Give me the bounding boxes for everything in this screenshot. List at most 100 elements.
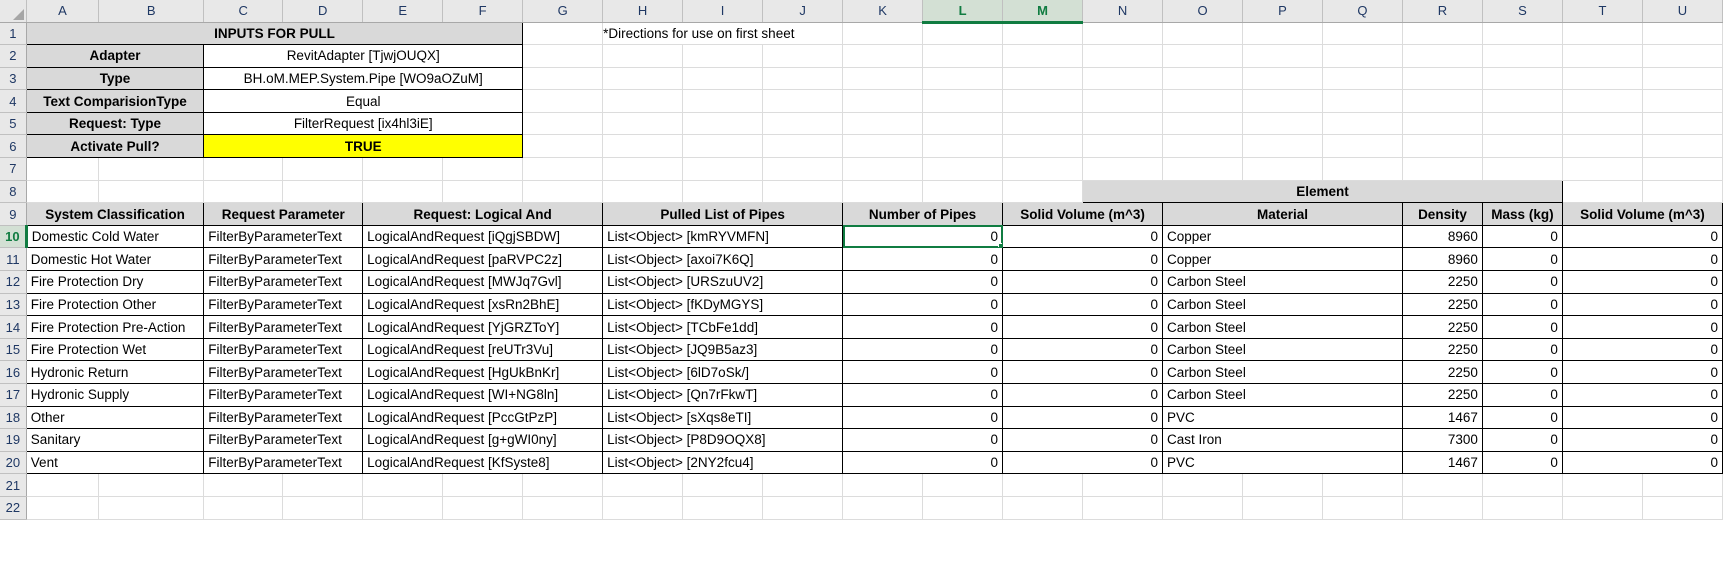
row-header-5[interactable]: 5	[0, 112, 27, 136]
cell-mass-16[interactable]: 0	[1481, 360, 1563, 384]
cell-density-11[interactable]: 8960	[1401, 247, 1483, 272]
cell-K8[interactable]	[842, 180, 924, 204]
cell-J22[interactable]	[762, 496, 844, 520]
cell-mass-13[interactable]: 0	[1481, 292, 1563, 317]
cell-pulled-list-18[interactable]: List<Object> [sXqs8eTI]	[602, 405, 844, 430]
cell-T2[interactable]	[1562, 44, 1643, 68]
cell-F21[interactable]	[442, 473, 524, 497]
cell-material-20[interactable]: PVC	[1162, 450, 1403, 475]
cell-pulled-list-15[interactable]: List<Object> [JQ9B5az3]	[602, 337, 844, 362]
cell-material-16[interactable]: Carbon Steel	[1162, 360, 1403, 384]
cell-system-classification-17[interactable]: Hydronic Supply	[25, 383, 205, 407]
cell-H5[interactable]	[602, 112, 684, 136]
cell-P6[interactable]	[1242, 134, 1323, 159]
column-header-d[interactable]: D	[282, 0, 364, 23]
cell-G22[interactable]	[522, 496, 604, 520]
cell-solid-volume2-12[interactable]: 0	[1561, 270, 1723, 294]
cell-mass-14[interactable]: 0	[1481, 315, 1563, 339]
cell-R1[interactable]	[1402, 22, 1483, 46]
cell-F7[interactable]	[442, 157, 524, 181]
cell-mass-20[interactable]: 0	[1481, 450, 1563, 475]
cell-system-classification-14[interactable]: Fire Protection Pre-Action	[25, 315, 205, 339]
cell-O7[interactable]	[1162, 157, 1243, 181]
column-header-e[interactable]: E	[362, 0, 444, 23]
cell-S3[interactable]	[1482, 67, 1563, 91]
cell-material-11[interactable]: Copper	[1162, 247, 1403, 272]
cell-G5[interactable]	[522, 112, 604, 136]
cell-U4[interactable]	[1642, 89, 1723, 113]
cell-system-classification-13[interactable]: Fire Protection Other	[25, 292, 205, 317]
cell-N6[interactable]	[1082, 134, 1164, 159]
row-header-17[interactable]: 17	[0, 383, 27, 407]
row-header-10[interactable]: 10	[0, 225, 28, 249]
cell-U3[interactable]	[1642, 67, 1723, 91]
cell-solid-volume2-20[interactable]: 0	[1561, 450, 1723, 475]
column-header-l[interactable]: L	[922, 0, 1004, 24]
row-header-1[interactable]: 1	[0, 22, 27, 46]
cell-request-parameter-20[interactable]: FilterByParameterText	[203, 450, 364, 475]
cell-M3[interactable]	[1002, 67, 1084, 91]
row-header-18[interactable]: 18	[0, 406, 27, 430]
cell-solid-volume2-15[interactable]: 0	[1561, 337, 1723, 362]
cell-G8[interactable]	[522, 180, 604, 204]
cell-T1[interactable]	[1562, 22, 1643, 46]
cell-P3[interactable]	[1242, 67, 1323, 91]
select-all-corner[interactable]	[0, 0, 27, 23]
cell-R21[interactable]	[1402, 473, 1483, 497]
cell-K1[interactable]	[842, 22, 924, 46]
selection-fill-handle[interactable]	[998, 243, 1002, 247]
cell-I8[interactable]	[682, 180, 764, 204]
cell-R4[interactable]	[1402, 89, 1483, 113]
cell-L2[interactable]	[922, 44, 1004, 68]
cell-O1[interactable]	[1162, 22, 1243, 46]
column-header-q[interactable]: Q	[1322, 0, 1403, 23]
cell-C8[interactable]	[203, 180, 284, 204]
cell-U21[interactable]	[1642, 473, 1723, 497]
cell-P4[interactable]	[1242, 89, 1323, 113]
cell-logical-and-14[interactable]: LogicalAndRequest [YjGRZToY]	[362, 315, 604, 339]
cell-density-20[interactable]: 1467	[1401, 450, 1483, 475]
table-header-6[interactable]: Material	[1162, 202, 1403, 226]
cell-pulled-list-11[interactable]: List<Object> [axoi7K6Q]	[602, 247, 844, 272]
input-label-4[interactable]: Activate Pull?	[25, 134, 205, 159]
cell-N3[interactable]	[1082, 67, 1164, 91]
cell-D7[interactable]	[282, 157, 364, 181]
cell-system-classification-11[interactable]: Domestic Hot Water	[25, 247, 205, 272]
cell-system-classification-15[interactable]: Fire Protection Wet	[25, 337, 205, 362]
row-header-3[interactable]: 3	[0, 67, 27, 91]
cell-density-14[interactable]: 2250	[1401, 315, 1483, 339]
column-header-p[interactable]: P	[1242, 0, 1323, 23]
column-header-a[interactable]: A	[26, 0, 100, 23]
cell-K3[interactable]	[842, 67, 924, 91]
cell-L5[interactable]	[922, 112, 1004, 136]
cell-logical-and-13[interactable]: LogicalAndRequest [xsRn2BhE]	[362, 292, 604, 317]
cell-D8[interactable]	[282, 180, 364, 204]
cell-logical-and-12[interactable]: LogicalAndRequest [MWJq7Gvl]	[362, 270, 604, 294]
cell-material-18[interactable]: PVC	[1162, 405, 1403, 430]
cell-O2[interactable]	[1162, 44, 1243, 68]
cell-O5[interactable]	[1162, 112, 1243, 136]
cell-N4[interactable]	[1082, 89, 1164, 113]
cell-M6[interactable]	[1002, 134, 1084, 159]
column-header-g[interactable]: G	[522, 0, 604, 23]
cell-P5[interactable]	[1242, 112, 1323, 136]
cell-S4[interactable]	[1482, 89, 1563, 113]
cell-request-parameter-16[interactable]: FilterByParameterText	[203, 360, 364, 384]
cell-J7[interactable]	[762, 157, 844, 181]
cell-solid-volume2-10[interactable]: 0	[1561, 224, 1723, 249]
cell-G4[interactable]	[522, 89, 604, 113]
cell-C21[interactable]	[203, 473, 284, 497]
table-header-3[interactable]: Pulled List of Pipes	[602, 202, 844, 226]
cell-solid-volume2-13[interactable]: 0	[1561, 292, 1723, 317]
cell-H6[interactable]	[602, 134, 684, 159]
cell-H21[interactable]	[602, 473, 684, 497]
cell-H3[interactable]	[602, 67, 684, 91]
cell-request-parameter-19[interactable]: FilterByParameterText	[203, 428, 364, 452]
cell-M7[interactable]	[1002, 157, 1084, 181]
cell-H2[interactable]	[602, 44, 684, 68]
cell-I3[interactable]	[682, 67, 764, 91]
cell-P22[interactable]	[1242, 496, 1323, 520]
cell-mass-15[interactable]: 0	[1481, 337, 1563, 362]
cell-I22[interactable]	[682, 496, 764, 520]
input-value-2[interactable]: Equal	[203, 89, 524, 113]
